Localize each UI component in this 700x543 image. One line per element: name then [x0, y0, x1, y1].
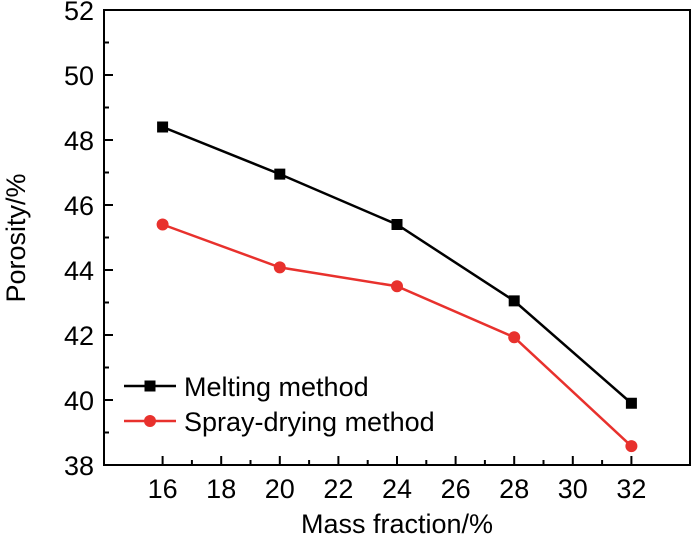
- data-point: [274, 168, 286, 180]
- data-point: [391, 280, 403, 293]
- y-tick-label: 48: [64, 126, 94, 156]
- series-0: [157, 121, 637, 409]
- legend-label: Spray-drying method: [184, 407, 435, 437]
- series-layer: [156, 121, 638, 453]
- y-axis: 38 40 42 44 46 48 50 52: [64, 0, 113, 481]
- data-point: [508, 331, 521, 344]
- y-tick-label: 42: [64, 321, 94, 351]
- x-tick-label: 32: [616, 474, 646, 504]
- data-point: [625, 397, 637, 409]
- x-tick-label: 26: [441, 474, 471, 504]
- data-point: [273, 261, 286, 274]
- legend-label: Melting method: [184, 372, 369, 402]
- data-point: [508, 295, 520, 307]
- x-tick-label: 22: [323, 474, 353, 504]
- y-tick-label: 40: [64, 386, 94, 416]
- y-tick-label: 52: [64, 0, 94, 26]
- y-tick-label: 50: [64, 61, 94, 91]
- data-point: [157, 121, 169, 133]
- legend-swatch-marker: [144, 415, 156, 427]
- y-tick-label: 46: [64, 191, 94, 221]
- data-point: [625, 440, 638, 453]
- y-axis-label: Porosity/%: [1, 173, 31, 302]
- x-tick-label: 20: [265, 474, 295, 504]
- legend: Melting method Spray-drying method: [124, 372, 435, 437]
- x-axis: 16 18 20 22 24 26 28 30 32: [148, 456, 646, 504]
- x-tick-label: 28: [499, 474, 529, 504]
- series-1: [156, 218, 638, 453]
- data-point: [391, 219, 403, 230]
- y-tick-label: 38: [64, 451, 94, 481]
- data-point: [156, 218, 169, 231]
- x-tick-label: 24: [382, 474, 412, 504]
- x-tick-label: 16: [148, 474, 178, 504]
- series-line: [162, 125, 633, 405]
- x-tick-label: 18: [206, 474, 236, 504]
- x-tick-label: 30: [558, 474, 588, 504]
- legend-swatch-marker: [144, 380, 156, 392]
- y-tick-label: 44: [64, 256, 94, 286]
- x-axis-label: Mass fraction/%: [301, 509, 493, 539]
